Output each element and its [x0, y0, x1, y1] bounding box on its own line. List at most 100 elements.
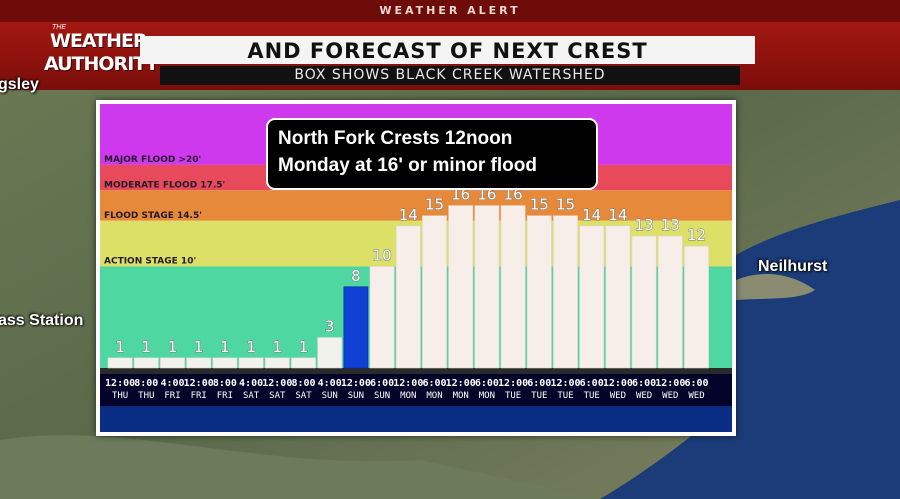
map-label-station: ass Station: [0, 312, 84, 329]
day-label-8: SUN: [322, 391, 338, 401]
header-top-strip: [0, 0, 900, 22]
time-label-7: 8:00: [291, 378, 315, 389]
bar-10: [369, 266, 395, 369]
day-label-21: WED: [662, 391, 678, 401]
broadcast-header: WEATHER ALERT THE WEATHER AUTHORITY AND …: [0, 0, 900, 90]
map-label-neilhurst: Neilhurst: [758, 258, 828, 275]
bar-16: [526, 215, 552, 369]
day-label-7: SAT: [295, 391, 312, 401]
day-label-10: SUN: [374, 391, 390, 401]
water-area: [600, 200, 900, 499]
flood-stage-label: FLOOD STAGE 14.5': [104, 211, 202, 221]
bar-1: [133, 357, 159, 369]
time-label-20: 6:00: [632, 378, 656, 389]
value-label-1: 1: [142, 338, 152, 356]
headline: AND FORECAST OF NEXT CREST: [247, 39, 648, 63]
bar-13: [448, 205, 474, 369]
weather-authority-logo: THE WEATHER AUTHORITY: [40, 24, 159, 84]
time-label-9: 12:00: [341, 378, 371, 389]
day-label-18: TUE: [584, 391, 600, 401]
time-label-2: 4:00: [160, 378, 184, 389]
flood-stage-band: [100, 190, 732, 221]
time-label-13: 12:00: [446, 378, 476, 389]
day-label-12: MON: [426, 391, 442, 401]
subhead-box: BOX SHOWS BLACK CREEK WATERSHED: [160, 66, 740, 85]
axis-glow: [100, 406, 732, 432]
value-label-11: 14: [399, 206, 418, 224]
time-label-12: 6:00: [422, 378, 446, 389]
peninsula: [736, 274, 815, 300]
bar-4: [212, 357, 238, 369]
bar-14: [474, 205, 500, 369]
value-label-12: 15: [425, 196, 444, 214]
bar-11: [395, 225, 421, 369]
value-label-4: 1: [220, 338, 230, 356]
bar-20: [631, 235, 657, 369]
bar-9: [343, 286, 369, 369]
time-label-15: 12:00: [498, 378, 528, 389]
bar-0: [107, 357, 133, 369]
value-label-17: 15: [556, 196, 575, 214]
time-label-0: 12:00: [105, 378, 135, 389]
action-stage-label: ACTION STAGE 10': [104, 256, 196, 266]
time-label-16: 6:00: [527, 378, 551, 389]
bar-2: [160, 357, 185, 369]
day-label-9: SUN: [348, 391, 364, 401]
value-label-2: 1: [168, 338, 178, 356]
value-label-6: 1: [273, 338, 283, 356]
callout-line-1: North Fork Crests 12noon: [278, 128, 513, 149]
logo-authority: AUTHORITY: [44, 53, 159, 75]
time-label-1: 8:00: [134, 378, 158, 389]
land-south: [0, 435, 600, 499]
bar-7: [291, 357, 316, 369]
bar-3: [186, 357, 212, 369]
day-label-2: FRI: [164, 391, 180, 401]
value-label-9: 8: [351, 267, 361, 285]
day-label-22: WED: [688, 391, 704, 401]
time-label-22: 6:00: [684, 378, 708, 389]
value-label-10: 10: [373, 246, 392, 264]
bar-8: [317, 337, 343, 369]
time-label-18: 6:00: [580, 378, 604, 389]
logo-weather: WEATHER: [50, 30, 148, 52]
bar-5: [238, 357, 264, 369]
day-label-20: WED: [636, 391, 652, 401]
time-label-4: 8:00: [213, 378, 237, 389]
map-label-top-left: gsley: [0, 76, 39, 93]
day-label-6: SAT: [269, 391, 286, 401]
time-label-14: 6:00: [475, 378, 499, 389]
value-label-18: 14: [582, 206, 601, 224]
day-label-5: SAT: [243, 391, 260, 401]
bar-22: [684, 245, 709, 369]
day-label-15: TUE: [505, 391, 521, 401]
day-label-1: THU: [138, 391, 154, 401]
time-label-10: 6:00: [370, 378, 394, 389]
bar-12: [422, 215, 447, 369]
callout-line-2: Monday at 16' or minor flood: [278, 155, 537, 176]
value-label-8: 3: [325, 318, 335, 336]
value-label-0: 1: [115, 338, 125, 356]
time-label-11: 12:00: [393, 378, 423, 389]
day-label-17: TUE: [557, 391, 573, 401]
weather-alert-label: WEATHER ALERT: [379, 4, 521, 17]
day-label-3: FRI: [191, 391, 207, 401]
value-label-5: 1: [246, 338, 256, 356]
time-label-8: 4:00: [318, 378, 342, 389]
moderate-flood-label: MODERATE FLOOD 17.5': [104, 180, 225, 190]
value-label-7: 1: [299, 338, 309, 356]
day-label-11: MON: [400, 391, 416, 401]
value-label-3: 1: [194, 338, 204, 356]
bar-21: [657, 235, 683, 369]
headline-box: AND FORECAST OF NEXT CREST: [140, 36, 755, 64]
value-label-21: 13: [661, 216, 680, 234]
bar-15: [500, 205, 526, 369]
day-label-19: WED: [610, 391, 626, 401]
value-label-16: 15: [530, 196, 549, 214]
logo-the: THE: [52, 24, 66, 31]
river-stage-chart-panel: MAJOR FLOOD >20' MODERATE FLOOD 17.5' FLOO…: [96, 100, 736, 436]
day-label-16: TUE: [531, 391, 547, 401]
day-label-13: MON: [453, 391, 469, 401]
bar-19: [605, 225, 631, 369]
subhead: BOX SHOWS BLACK CREEK WATERSHED: [294, 67, 606, 83]
major-flood-label: MAJOR FLOOD >20': [104, 155, 201, 165]
